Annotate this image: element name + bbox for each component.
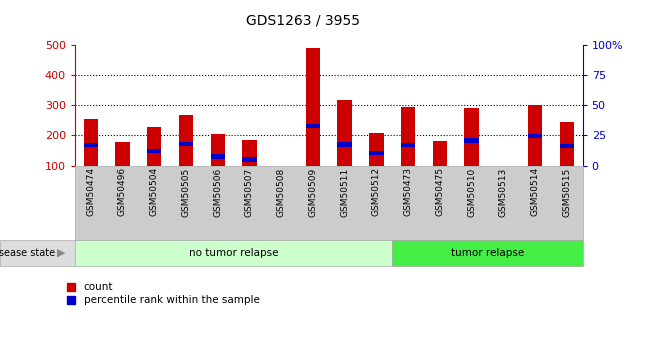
Text: GSM50505: GSM50505 xyxy=(182,167,191,217)
Text: tumor relapse: tumor relapse xyxy=(450,248,524,258)
Text: GSM50515: GSM50515 xyxy=(562,167,572,217)
Bar xyxy=(337,100,352,166)
Bar xyxy=(115,142,130,166)
Text: GSM50474: GSM50474 xyxy=(86,167,95,216)
Text: GSM50513: GSM50513 xyxy=(499,167,508,217)
Text: GSM50510: GSM50510 xyxy=(467,167,476,217)
Text: GSM50507: GSM50507 xyxy=(245,167,254,217)
Bar xyxy=(464,108,478,166)
Bar xyxy=(242,157,256,162)
Bar xyxy=(528,105,542,166)
Bar xyxy=(179,142,193,146)
Bar xyxy=(433,140,447,166)
Text: GSM50506: GSM50506 xyxy=(213,167,222,217)
Bar xyxy=(401,143,415,147)
Bar xyxy=(306,124,320,128)
Bar xyxy=(337,142,352,147)
Bar xyxy=(401,107,415,166)
Text: GSM50504: GSM50504 xyxy=(150,167,159,216)
Bar xyxy=(147,127,161,166)
Bar xyxy=(210,155,225,159)
Bar xyxy=(83,119,98,166)
Bar xyxy=(210,134,225,166)
Text: GSM50512: GSM50512 xyxy=(372,167,381,216)
Bar xyxy=(464,138,478,143)
Bar xyxy=(83,143,98,147)
Text: GSM50509: GSM50509 xyxy=(309,167,318,217)
Bar xyxy=(560,144,574,148)
Text: disease state: disease state xyxy=(0,248,55,258)
Text: GSM50511: GSM50511 xyxy=(340,167,349,217)
Bar xyxy=(369,150,383,155)
Text: ▶: ▶ xyxy=(57,248,66,258)
Text: GSM50508: GSM50508 xyxy=(277,167,286,217)
Text: GSM50496: GSM50496 xyxy=(118,167,127,216)
Bar xyxy=(242,140,256,166)
Bar xyxy=(528,134,542,138)
Text: GSM50475: GSM50475 xyxy=(436,167,445,216)
Text: GSM50473: GSM50473 xyxy=(404,167,413,216)
Legend: count, percentile rank within the sample: count, percentile rank within the sample xyxy=(67,282,260,305)
Text: no tumor relapse: no tumor relapse xyxy=(189,248,278,258)
Bar xyxy=(369,133,383,166)
Bar xyxy=(560,122,574,166)
Bar xyxy=(306,48,320,166)
Bar xyxy=(179,115,193,166)
Text: GSM50514: GSM50514 xyxy=(531,167,540,216)
Bar xyxy=(147,149,161,153)
Text: GDS1263 / 3955: GDS1263 / 3955 xyxy=(245,14,360,28)
